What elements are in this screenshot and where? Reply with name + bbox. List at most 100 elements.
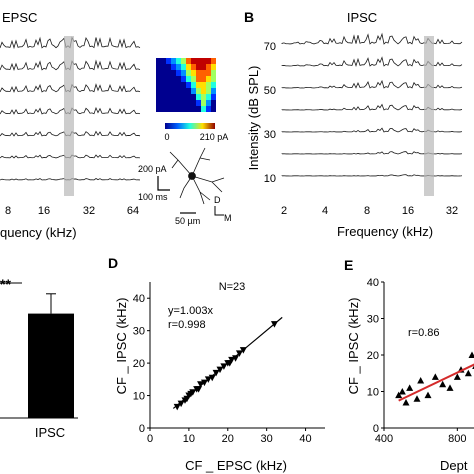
current-trace [281,56,463,68]
heatmap-cell [181,82,186,88]
heatmap-cell [191,88,196,94]
heatmap-cell [161,106,166,112]
y-tick-label: 30 [264,129,276,141]
colorbar-max-label: 210 pA [200,132,229,142]
data-point [431,373,439,380]
heatmap-cell [186,64,191,70]
scatter-plot: 0 10 20 30 40 0 10 20 30 40 [133,282,325,445]
heatmap-cell [191,106,196,112]
data-point [446,384,454,391]
heatmap-cell [206,82,211,88]
x-tick-label: 16 [402,205,414,217]
heatmap-cell [201,82,206,88]
data-point [395,391,403,399]
heatmap-cell [196,100,201,106]
heatmap-cell [206,64,211,70]
heatmap-cell [161,88,166,94]
cell-scale-label: 50 µm [175,216,200,226]
y-tick-label: 20 [133,358,145,370]
heatmap-cell [156,58,161,64]
heatmap-cell [181,70,186,76]
heatmap-cell [171,58,176,64]
data-point [208,374,216,382]
current-trace [281,79,463,89]
current-trace [281,32,463,45]
data-point [189,389,197,396]
panel-d-letter: D [108,255,118,271]
heatmap-cell [156,100,161,106]
data-point [216,366,224,374]
data-point [439,380,447,388]
heatmap-cell [161,70,166,76]
heatmap-cell [206,58,211,64]
x-axis-label: Frequency (kHz) [337,224,433,239]
heatmap-cell [176,94,181,100]
y-tick-label: 0 [373,423,379,435]
heatmap-cell [201,64,206,70]
heatmap-cell [211,106,216,112]
data-point [235,350,243,357]
y-tick-label: 30 [133,326,145,338]
current-trace [281,151,463,155]
data-point [204,376,212,383]
heatmap-cell [166,94,171,100]
current-trace [281,174,463,177]
ipsc-traces [281,32,463,177]
y-axis-label: Intensity (dB SPL) [246,66,261,171]
heatmap-cell [201,94,206,100]
heatmap-cell [171,82,176,88]
x-tick-label: 8 [5,205,11,217]
heatmap-cell [201,100,206,106]
heatmap-cell [161,64,166,70]
x-tick-label: 20 [222,433,234,445]
cf-highlight-bar [64,36,74,196]
y-tick-label: 20 [367,350,379,362]
data-point [464,369,472,377]
heatmap-cell [161,58,166,64]
y-axis-label: CF _ IPSC (kHz) [114,298,129,395]
heatmap-cell [166,58,171,64]
heatmap-cell [156,70,161,76]
heatmap-cell [171,64,176,70]
current-trace [281,103,463,111]
scale-bar [157,176,170,191]
heatmap-cell [166,76,171,82]
heatmap-cell [181,76,186,82]
heatmap-cell [196,76,201,82]
heatmap-cell [176,100,181,106]
heatmap-cell [166,64,171,70]
heatmap-cell [176,88,181,94]
data-point [402,398,410,406]
heatmap-cell [196,64,201,70]
heatmap-cell [211,100,216,106]
heatmap-cell [181,64,186,70]
x-tick-label: 8 [364,205,370,217]
y-tick-label: 10 [264,173,276,185]
orientation-axes [214,206,224,216]
heatmap-cell [166,70,171,76]
heatmap-cell [166,82,171,88]
fit-r-label: r=0.998 [168,319,206,331]
heatmap-cell [156,64,161,70]
scale-bar-time-label: 100 ms [138,192,168,202]
sample-size-label: N=23 [219,281,246,293]
data-point [220,363,228,370]
data-point [195,386,203,393]
fit-equation-label: y=1.003x [168,305,213,317]
y-axis-label: CF _ IPSC (kHz) [346,298,361,395]
scale-bar-current-label: 200 pA [138,164,167,174]
heatmap-cell [181,88,186,94]
heatmap-cell [186,70,191,76]
bar-chart [28,293,74,418]
heatmap-cell [171,100,176,106]
heatmap-cell [171,106,176,112]
heatmap-cell [161,94,166,100]
heatmap-cell [191,94,196,100]
data-point [398,388,406,395]
y-tick-label: 0 [139,423,145,435]
panel-e-letter: E [344,257,353,273]
heatmap-cell [201,70,206,76]
data-point [177,400,185,408]
heatmap-cell [206,94,211,100]
